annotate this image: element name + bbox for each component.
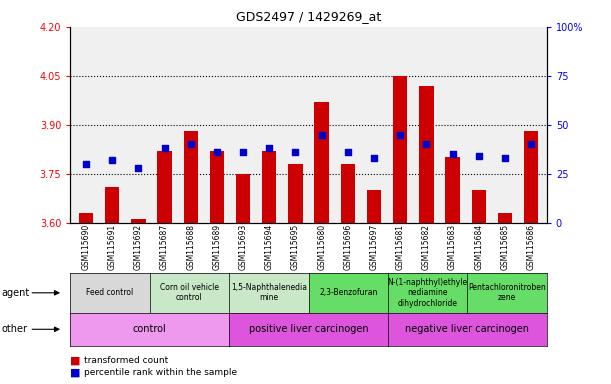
Bar (341, 164, 355, 223)
Bar (472, 190, 486, 223)
Text: ■: ■ (70, 356, 81, 366)
Text: ■: ■ (70, 367, 81, 377)
Text: 1,5-Naphthalenedia
mine: 1,5-Naphthalenedia mine (231, 283, 307, 303)
Point (448, 151, 458, 157)
Point (238, 149, 248, 155)
Bar (262, 151, 276, 223)
Text: transformed count: transformed count (84, 356, 168, 366)
Bar (367, 190, 381, 223)
Bar (79, 213, 93, 223)
Text: Feed control: Feed control (86, 288, 134, 297)
Text: other: other (1, 324, 27, 334)
Point (81, 161, 91, 167)
Text: agent: agent (1, 288, 29, 298)
Point (395, 131, 405, 138)
Bar (158, 151, 172, 223)
Text: negative liver carcinogen: negative liver carcinogen (406, 324, 529, 334)
Text: positive liver carcinogen: positive liver carcinogen (249, 324, 368, 334)
Point (291, 149, 301, 155)
Bar (315, 102, 329, 223)
Point (316, 131, 326, 138)
Bar (419, 86, 434, 223)
Text: GDS2497 / 1429269_at: GDS2497 / 1429269_at (236, 10, 381, 23)
Bar (524, 131, 538, 223)
Bar (445, 157, 459, 223)
Text: control: control (133, 324, 167, 334)
Text: percentile rank within the sample: percentile rank within the sample (84, 368, 237, 377)
Bar (498, 213, 512, 223)
Point (108, 157, 117, 163)
Point (343, 149, 353, 155)
Text: Pentachloronitroben
zene: Pentachloronitroben zene (468, 283, 546, 303)
Point (212, 149, 222, 155)
Bar (393, 76, 408, 223)
Text: 2,3-Benzofuran: 2,3-Benzofuran (319, 288, 378, 297)
Bar (210, 151, 224, 223)
Bar (183, 131, 198, 223)
Text: N-(1-naphthyl)ethyle
nediamine
dihydrochloride: N-(1-naphthyl)ethyle nediamine dihydroch… (387, 278, 468, 308)
Point (526, 141, 536, 147)
Bar (105, 187, 119, 223)
Bar (236, 174, 251, 223)
Point (159, 145, 169, 151)
Point (422, 141, 431, 147)
Point (474, 153, 484, 159)
Bar (131, 220, 145, 223)
Point (500, 155, 510, 161)
Point (133, 165, 143, 171)
Bar (288, 164, 302, 223)
Point (369, 155, 379, 161)
Text: Corn oil vehicle
control: Corn oil vehicle control (160, 283, 219, 303)
Point (265, 145, 274, 151)
Point (186, 141, 196, 147)
